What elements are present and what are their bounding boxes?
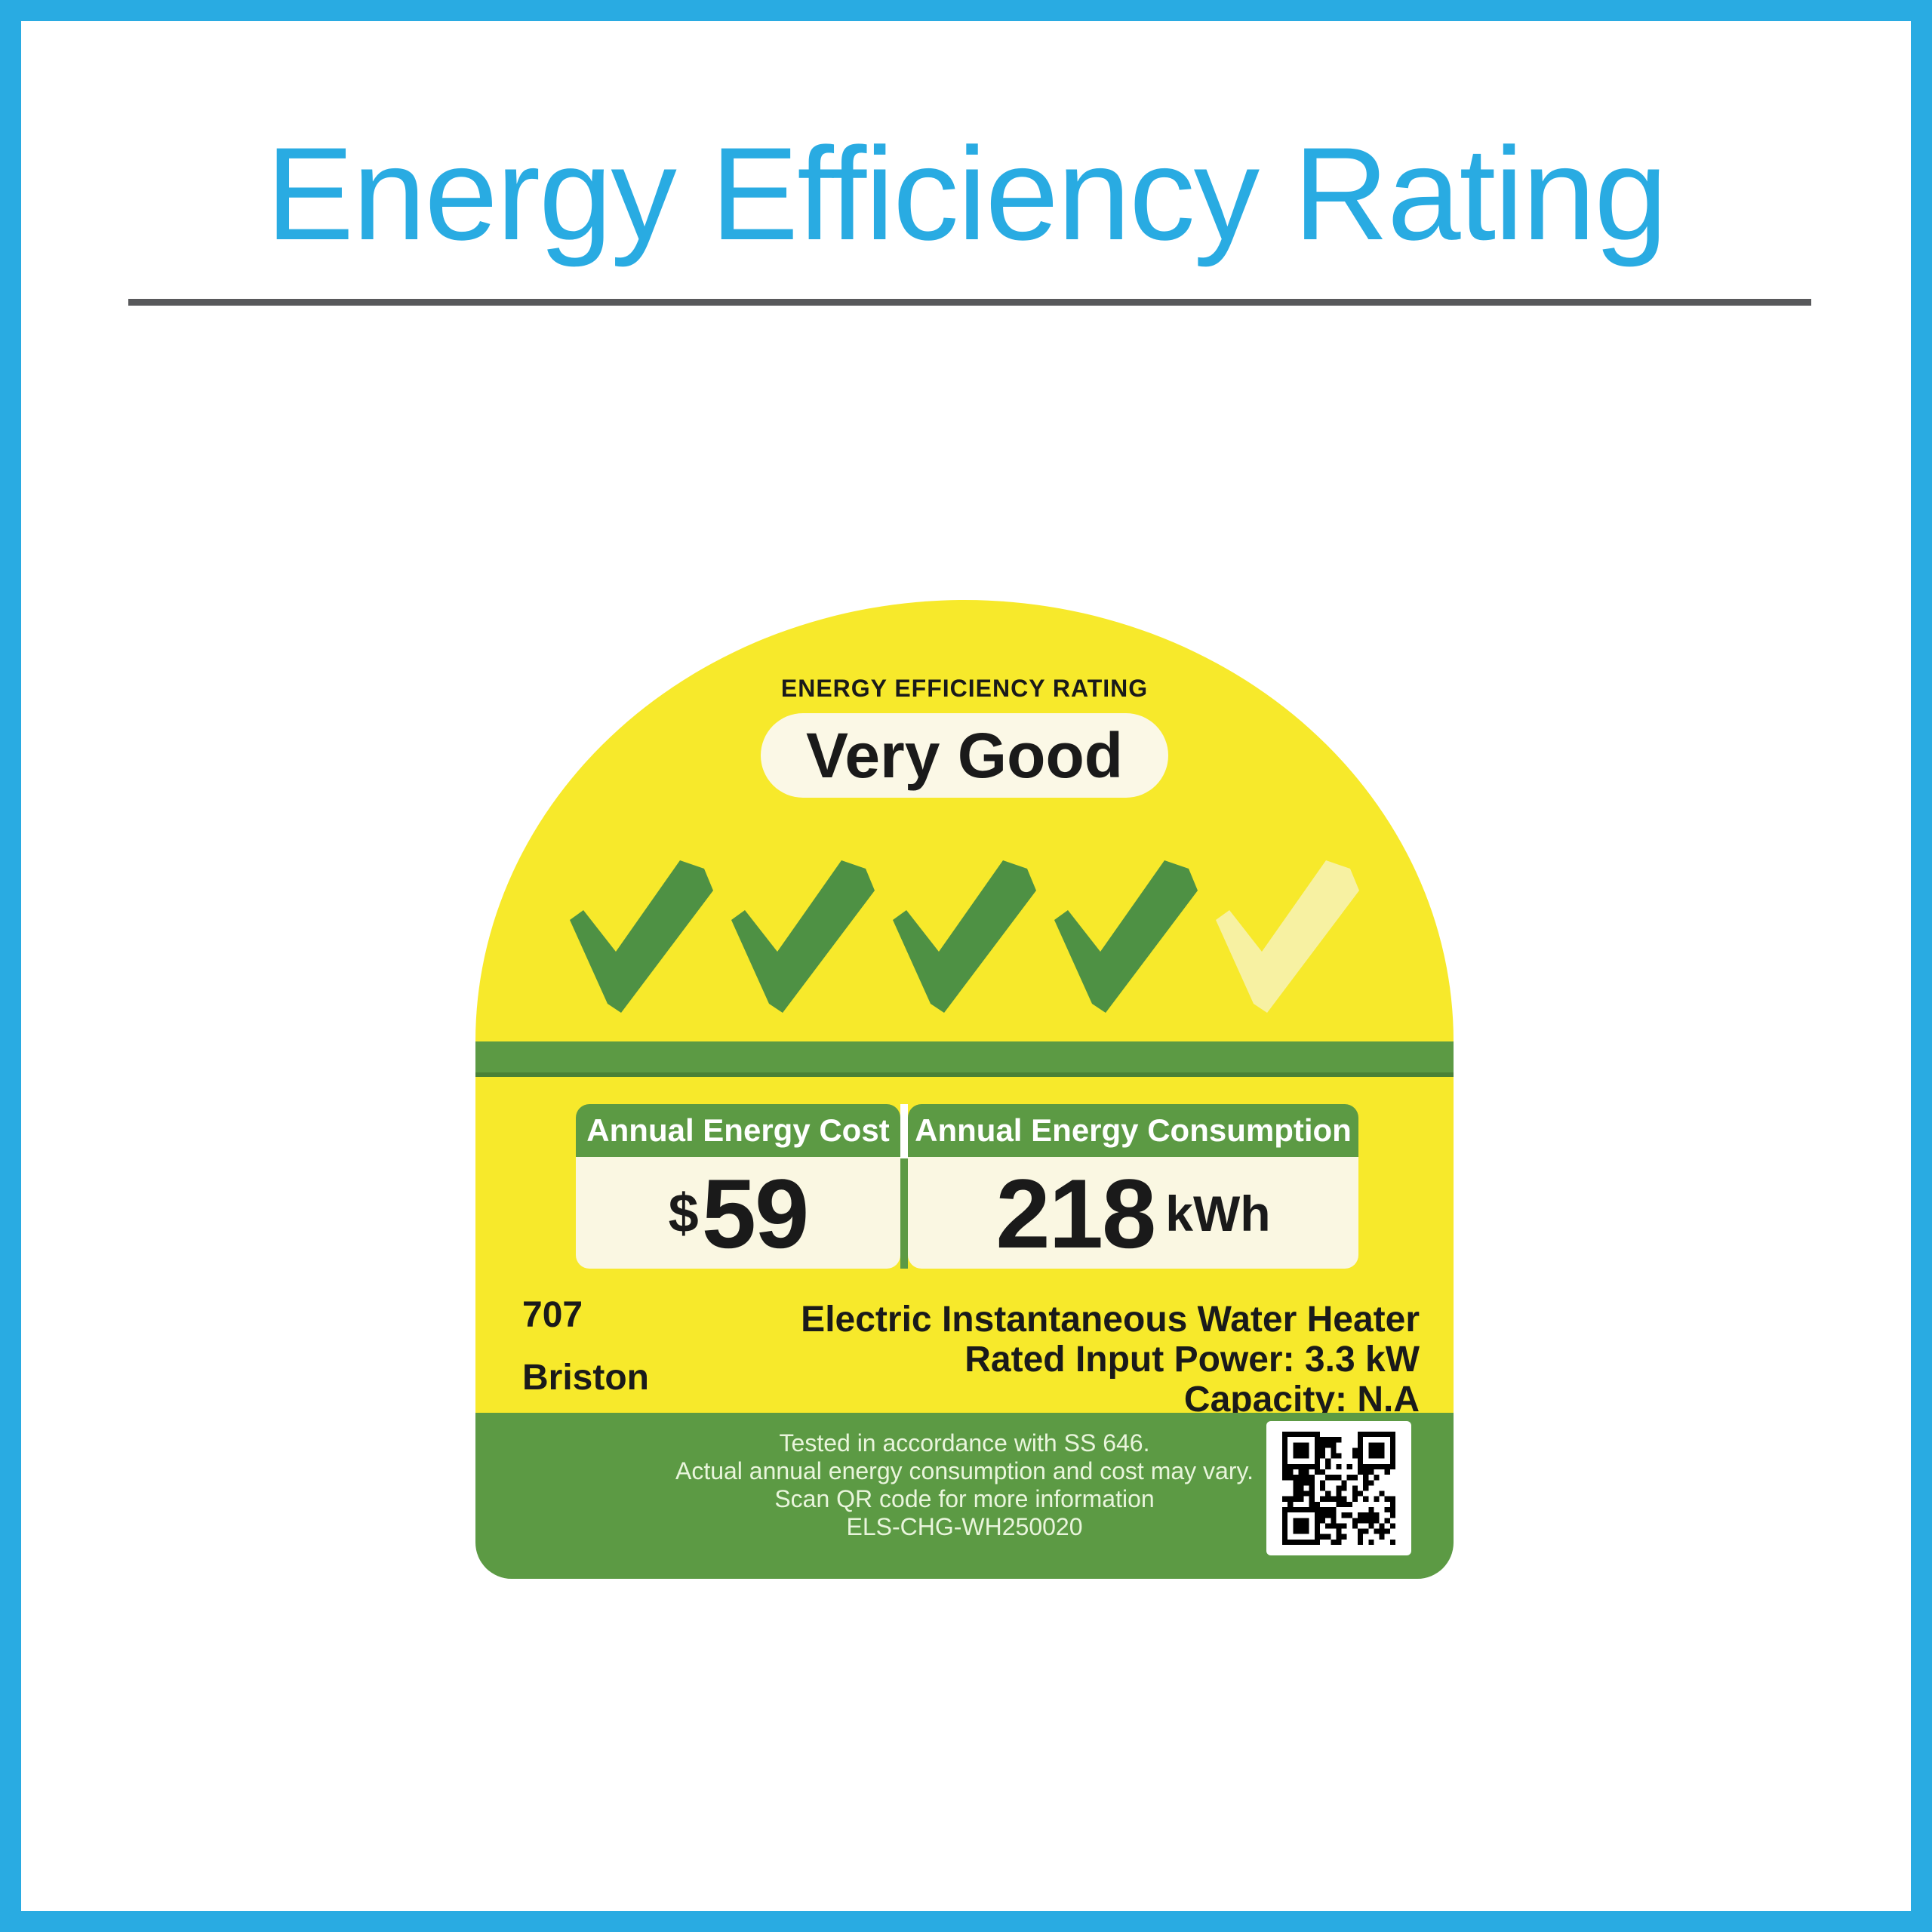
rating-ticks xyxy=(475,860,1454,1013)
annual-energy-cost-header: Annual Energy Cost xyxy=(576,1104,900,1157)
product-spec-block: Electric Instantaneous Water Heater Rate… xyxy=(801,1300,1420,1420)
box-divider xyxy=(900,1104,908,1158)
tick-icon-faded xyxy=(1216,860,1359,1013)
annual-energy-cost-value: $59 xyxy=(576,1157,900,1269)
footer-line-4: ELS-CHG-WH250020 xyxy=(846,1513,1083,1540)
energy-label: ENERGY EFFICIENCY RATING Very Good xyxy=(475,600,1454,1579)
green-stripe xyxy=(475,1041,1454,1077)
footer-line-3: Scan QR code for more information xyxy=(774,1485,1155,1512)
label-footer: Tested in accordance with SS 646. Actual… xyxy=(475,1413,1454,1579)
tick-icon xyxy=(893,860,1036,1013)
rated-input-power: Rated Input Power: 3.3 kW xyxy=(964,1340,1420,1380)
product-type: Electric Instantaneous Water Heater xyxy=(801,1300,1420,1340)
footer-line-1: Tested in accordance with SS 646. xyxy=(779,1429,1150,1457)
consumption-unit: kWh xyxy=(1165,1186,1271,1241)
label-heading: ENERGY EFFICIENCY RATING xyxy=(780,675,1149,702)
title-divider xyxy=(128,299,1811,306)
annual-energy-consumption-box: Annual Energy Consumption 218 kWh xyxy=(908,1104,1358,1269)
label-body: Annual Energy Cost $59 Annual Energy Con… xyxy=(475,1077,1454,1420)
product-id-block: 707 Briston xyxy=(522,1294,649,1398)
rating-pill: Very Good xyxy=(761,713,1168,798)
annual-energy-cost-box: Annual Energy Cost $59 xyxy=(576,1104,900,1269)
stat-boxes: Annual Energy Cost $59 Annual Energy Con… xyxy=(576,1104,1358,1269)
footer-line-2: Actual annual energy consumption and cos… xyxy=(675,1457,1254,1484)
tick-icon xyxy=(1054,860,1198,1013)
label-dome: ENERGY EFFICIENCY RATING Very Good xyxy=(475,600,1454,1041)
consumption-value: 218 xyxy=(995,1158,1156,1269)
model-number: 707 xyxy=(522,1295,583,1335)
annual-energy-consumption-value: 218 kWh xyxy=(908,1157,1358,1269)
qr-code xyxy=(1266,1421,1411,1555)
currency-symbol: $ xyxy=(668,1183,699,1244)
cost-value: 59 xyxy=(701,1158,810,1269)
brand-name: Briston xyxy=(522,1358,649,1398)
tick-icon xyxy=(731,860,875,1013)
box-divider xyxy=(900,1158,908,1269)
rating-text: Very Good xyxy=(805,719,1124,791)
footer-text: Tested in accordance with SS 646. Actual… xyxy=(475,1429,1454,1541)
annual-energy-consumption-header: Annual Energy Consumption xyxy=(908,1104,1358,1157)
page-title: Energy Efficiency Rating xyxy=(266,121,1667,268)
tick-icon xyxy=(570,860,713,1013)
